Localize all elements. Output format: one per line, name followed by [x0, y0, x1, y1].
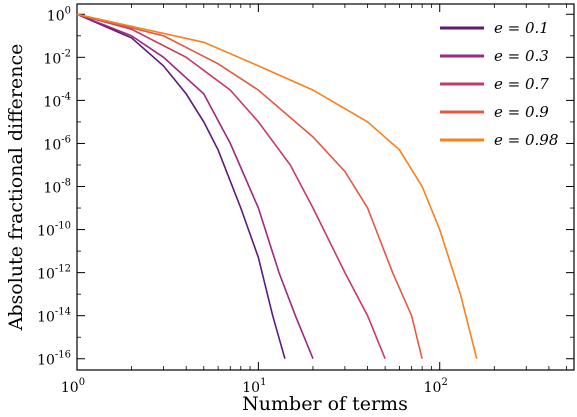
- series-group: [76, 13, 478, 360]
- series-line-2: [76, 13, 386, 360]
- y-tick-label: 10-8: [43, 178, 71, 197]
- legend: e = 0.1 e = 0.3 e = 0.7 e = 0.9 e = 0.98: [440, 19, 558, 149]
- series-line-0: [76, 13, 286, 359]
- y-axis-label: Absolute fractional difference: [5, 44, 27, 332]
- y-tick-label: 10-6: [43, 134, 71, 153]
- x-axis-label: Number of terms: [242, 393, 408, 415]
- legend-label: e = 0.1: [494, 19, 549, 37]
- series-line-3: [76, 13, 423, 359]
- y-tick-label: 10-12: [37, 264, 71, 283]
- legend-label: e = 0.3: [494, 47, 549, 65]
- y-tick-label: 10-4: [43, 91, 71, 110]
- y-tick-label: 10-10: [37, 221, 71, 240]
- series-line-4: [76, 13, 478, 359]
- y-tick-label: 10-14: [37, 307, 71, 326]
- x-tick-label: 101: [242, 377, 266, 396]
- y-tick-label: 10-2: [43, 48, 71, 67]
- legend-label: e = 0.7: [494, 75, 549, 93]
- legend-label: e = 0.9: [494, 103, 549, 121]
- y-tick-label: 100: [47, 5, 71, 24]
- y-tick-label: 10-16: [37, 350, 71, 369]
- legend-label: e = 0.98: [494, 131, 558, 149]
- x-tick-label: 102: [424, 377, 448, 396]
- axis-ticks: 100 101 102 100 10-2 10-4 10-6 10-8 10-10 10-12 10…: [37, 4, 574, 396]
- series-line-1: [76, 13, 314, 360]
- x-tick-label: 100: [61, 377, 85, 396]
